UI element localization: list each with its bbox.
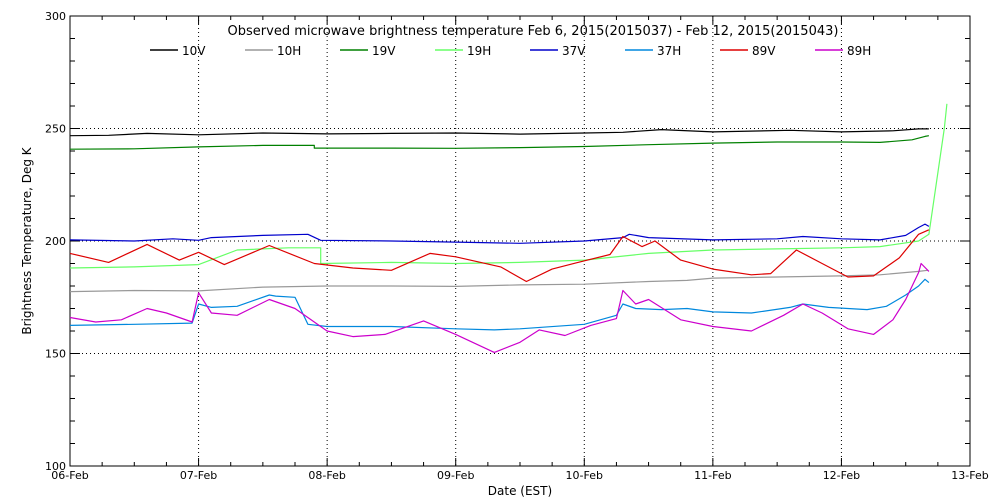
legend-item-37h: 37H xyxy=(625,44,681,58)
legend-label: 10V xyxy=(182,44,206,58)
y-tick-label: 150 xyxy=(45,348,66,361)
y-tick-label: 300 xyxy=(45,10,66,23)
series-line-89h xyxy=(69,262,930,353)
legend-item-19h: 19H xyxy=(435,44,491,58)
series-line-89v xyxy=(69,229,930,283)
x-tick-label: 07-Feb xyxy=(180,469,217,482)
x-tick-label: 08-Feb xyxy=(308,469,345,482)
legend-item-10v: 10V xyxy=(150,44,206,58)
x-tick-label: 10-Feb xyxy=(566,469,603,482)
x-tick-label: 13-Feb xyxy=(951,469,988,482)
legend-label: 89H xyxy=(847,44,871,58)
y-axis-label: Brightness Temperature, Deg K xyxy=(20,146,34,334)
series-group xyxy=(69,103,948,353)
x-tick-label: 11-Feb xyxy=(694,469,731,482)
legend-label: 37V xyxy=(562,44,586,58)
legend-item-89h: 89H xyxy=(815,44,871,58)
legend-label: 19H xyxy=(467,44,491,58)
legend-item-19v: 19V xyxy=(340,44,396,58)
legend-label: 37H xyxy=(657,44,681,58)
x-axis-label: Date (EST) xyxy=(488,484,552,498)
legend-item-10h: 10H xyxy=(245,44,301,58)
series-line-37h xyxy=(69,278,930,331)
grid xyxy=(70,16,970,466)
x-tick-label: 06-Feb xyxy=(51,469,88,482)
series-line-19v xyxy=(69,135,930,150)
tick-labels: 06-Feb 07-Feb 08-Feb 09-Feb 10-Feb 11-Feb 12-F… xyxy=(45,10,989,482)
chart-title: Observed microwave brightness temperatur… xyxy=(228,24,839,39)
y-tick-label: 200 xyxy=(45,235,66,248)
series-line-37v xyxy=(69,223,930,244)
legend: 10V 10H 19V 19H 37V 37H 89V 89H xyxy=(150,44,871,58)
legend-item-89v: 89V xyxy=(720,44,776,58)
legend-label: 19V xyxy=(372,44,396,58)
y-tick-label: 100 xyxy=(45,460,66,473)
legend-label: 89V xyxy=(752,44,776,58)
series-line-10h xyxy=(69,269,928,293)
legend-item-37v: 37V xyxy=(530,44,586,58)
y-tick-label: 250 xyxy=(45,123,66,136)
legend-label: 10H xyxy=(277,44,301,58)
x-tick-label: 12-Feb xyxy=(823,469,860,482)
x-tick-label: 09-Feb xyxy=(437,469,474,482)
series-line-10v xyxy=(69,128,929,137)
axis-ticks xyxy=(69,15,971,467)
